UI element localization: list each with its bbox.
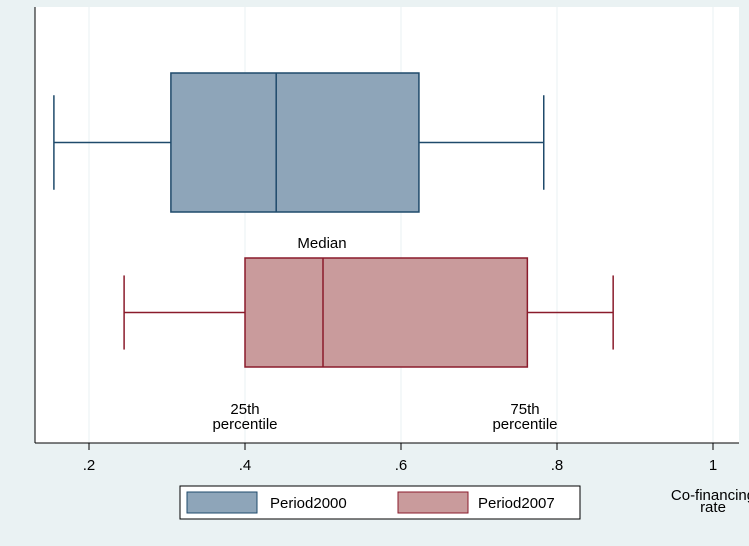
legend-label-period2000: Period2000	[270, 495, 347, 512]
legend-swatch-period2007	[397, 491, 469, 514]
p75-annotation-line1: 75th	[510, 401, 539, 418]
p25-annotation-line2: percentile	[212, 416, 277, 433]
x-tick-label: .8	[551, 457, 564, 474]
p25-annotation-line1: 25th	[230, 401, 259, 418]
annotation-layer: Median 25th percentile 75th percentile	[212, 235, 557, 433]
x-tick-label: 1	[709, 457, 717, 474]
x-tick-label: .6	[395, 457, 408, 474]
median-annotation: Median	[297, 235, 346, 252]
box-layer	[53, 72, 614, 368]
x-axis-title-line1: Co-financing	[671, 487, 749, 504]
x-axis-title-line2: rate	[700, 499, 726, 516]
legend: Period2000 Period2007	[179, 485, 581, 520]
box-period2000	[53, 72, 545, 213]
box-iqr	[170, 72, 420, 213]
box-iqr	[244, 257, 529, 368]
box-period2007	[123, 257, 614, 368]
x-axis-title: Co-financing rate	[671, 487, 749, 516]
legend-swatch-period2000	[186, 491, 258, 514]
p75-annotation-line2: percentile	[492, 416, 557, 433]
x-tick-label: .4	[239, 457, 252, 474]
legend-label-period2007: Period2007	[478, 495, 555, 512]
x-tick-label: .2	[83, 457, 96, 474]
tick-layer: .2 .4 .6 .8 1	[83, 443, 717, 474]
